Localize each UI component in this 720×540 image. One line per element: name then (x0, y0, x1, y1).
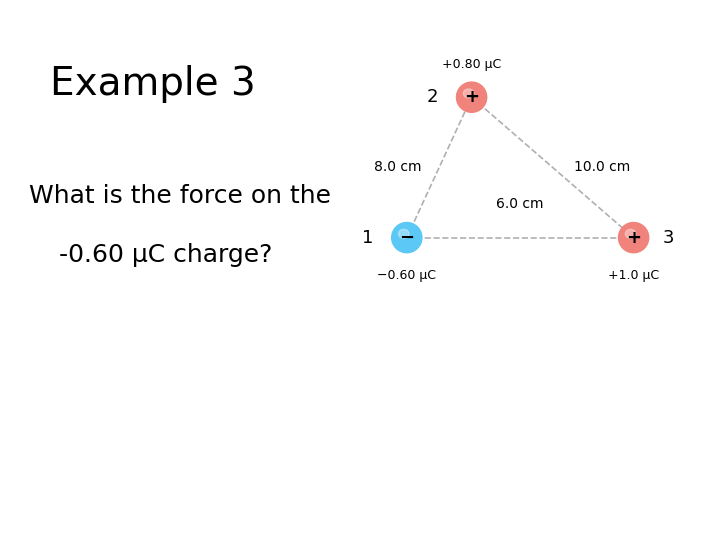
Text: -0.60 μC charge?: -0.60 μC charge? (43, 243, 273, 267)
Text: −: − (399, 228, 415, 247)
Text: What is the force on the: What is the force on the (29, 184, 330, 207)
Ellipse shape (625, 230, 636, 238)
Ellipse shape (398, 230, 409, 238)
Text: 6.0 cm: 6.0 cm (497, 197, 544, 211)
Ellipse shape (392, 222, 422, 253)
Text: +0.80 μC: +0.80 μC (442, 58, 501, 71)
Text: +1.0 μC: +1.0 μC (608, 269, 660, 282)
Text: 8.0 cm: 8.0 cm (374, 160, 421, 174)
Text: −0.60 μC: −0.60 μC (377, 269, 436, 282)
Ellipse shape (618, 222, 649, 253)
Ellipse shape (463, 89, 474, 98)
Text: 2: 2 (427, 88, 438, 106)
Text: 1: 1 (362, 228, 374, 247)
Ellipse shape (456, 82, 487, 112)
Text: +: + (626, 228, 641, 247)
Text: 3: 3 (663, 228, 675, 247)
Text: 10.0 cm: 10.0 cm (575, 160, 631, 174)
Text: Example 3: Example 3 (50, 65, 256, 103)
Text: +: + (464, 88, 479, 106)
